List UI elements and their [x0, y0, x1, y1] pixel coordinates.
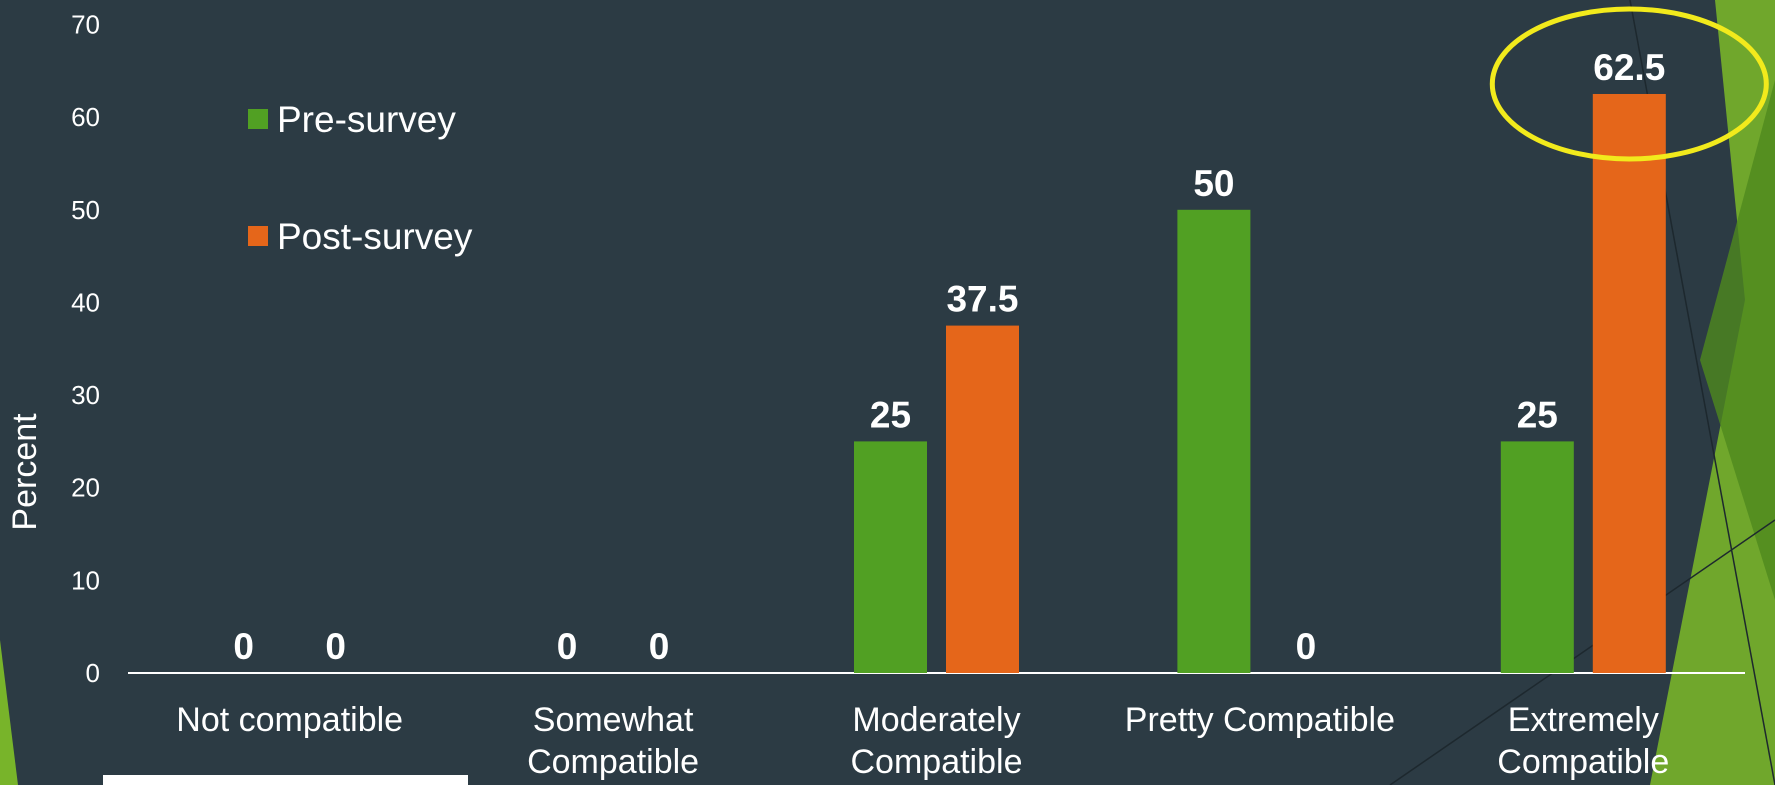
- y-tick-label: 40: [71, 287, 100, 317]
- data-label-pre-survey: 25: [870, 394, 911, 435]
- x-tick-label-line: Compatible: [851, 743, 1023, 781]
- bar-post-survey: [946, 325, 1019, 673]
- data-label-pre-survey: 0: [557, 626, 578, 667]
- data-label-pre-survey: 50: [1193, 163, 1234, 204]
- x-tick-label-line: Pretty Compatible: [1125, 701, 1395, 739]
- data-label-post-survey: 0: [1296, 626, 1317, 667]
- x-tick-label: Moderately Compatible: [851, 701, 1023, 781]
- x-tick-label: Extremely Compatible: [1497, 701, 1669, 781]
- x-tick-label-line: Compatible: [1497, 743, 1669, 781]
- bar-pre-survey: [1177, 209, 1251, 674]
- x-tick-label: Pretty Compatible: [1125, 701, 1395, 739]
- legend-label-pre-survey: Pre-survey: [277, 99, 456, 140]
- legend-swatch-pre-survey: [248, 109, 268, 129]
- x-tick-label-line: Not compatible: [176, 701, 403, 739]
- decorative-stripe-left: [0, 640, 18, 785]
- data-label-pre-survey: 0: [233, 626, 254, 667]
- legend-swatch-post-survey: [248, 226, 268, 246]
- data-label-post-survey: 37.5: [946, 279, 1018, 320]
- y-axis-label: Percent: [6, 413, 44, 531]
- bar-post-survey: [1592, 93, 1666, 674]
- y-tick-label: 30: [71, 380, 100, 410]
- y-tick-label: 10: [71, 565, 100, 595]
- x-tick-label-line: Compatible: [527, 743, 699, 781]
- legend-label-post-survey: Post-survey: [277, 216, 473, 257]
- x-tick-label: Not compatible: [176, 701, 403, 739]
- decorative-line: [1389, 519, 1775, 785]
- bar-pre-survey: [854, 441, 927, 673]
- y-tick-label: 20: [71, 473, 100, 503]
- x-tick-label-line: Somewhat: [533, 701, 694, 739]
- y-tick-label: 70: [71, 10, 100, 40]
- data-label-post-survey: 62.5: [1593, 47, 1665, 88]
- x-tick-label-line: Extremely: [1508, 701, 1659, 739]
- bar-pre-survey: [1500, 441, 1574, 673]
- x-tick-label: Somewhat Compatible: [527, 701, 699, 781]
- y-tick-label: 0: [86, 658, 100, 688]
- decorative-box: [103, 775, 468, 785]
- highlight-ellipse: [1489, 6, 1769, 162]
- data-label-pre-survey: 25: [1517, 394, 1558, 435]
- data-label-post-survey: 0: [649, 626, 670, 667]
- data-label-post-survey: 0: [325, 626, 346, 667]
- decorative-stripe-right-inner: [1700, 80, 1775, 600]
- x-tick-label-line: Moderately: [852, 701, 1020, 739]
- y-tick-label: 60: [71, 102, 100, 132]
- decorative-stripe-right: [1650, 0, 1775, 785]
- y-tick-label: 50: [71, 195, 100, 225]
